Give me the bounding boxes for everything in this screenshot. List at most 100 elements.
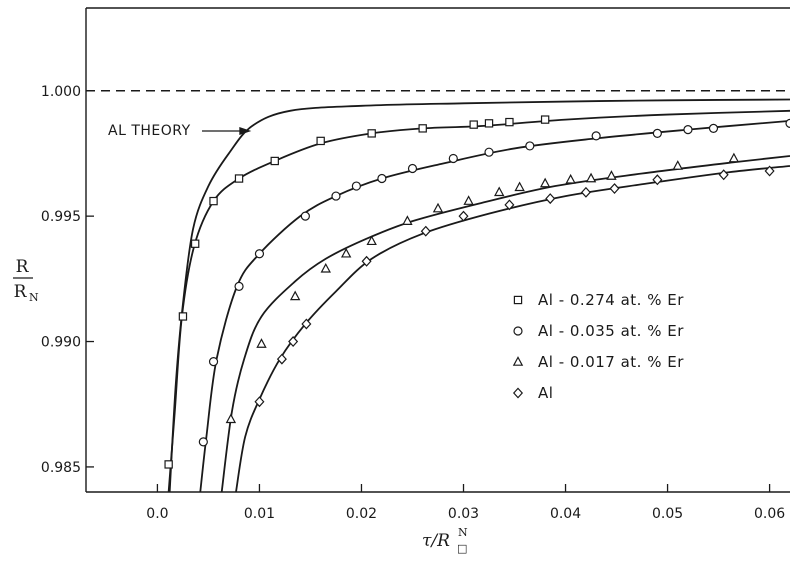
legend-entry-er035: Al - 0.035 at. % Er [513, 322, 684, 340]
marker-er017 [402, 215, 413, 225]
marker-er035 [785, 118, 790, 128]
marker-er017 [514, 181, 525, 192]
legend-marker-diamond [512, 387, 524, 399]
legend: Al - 0.274 at. % Er Al - 0.035 at. % Er … [512, 291, 684, 402]
marker-er274 [469, 120, 478, 129]
marker-al [580, 186, 591, 198]
legend-label-al: Al [538, 384, 553, 402]
y-axis-label-denominator-subscript: N [29, 291, 39, 304]
marker-al [545, 193, 556, 205]
marker-er035 [300, 211, 310, 221]
curve-er274 [167, 109, 790, 492]
legend-label-er017: Al - 0.017 at. % Er [538, 353, 684, 371]
marker-er035 [198, 437, 208, 447]
marker-er035 [377, 173, 387, 184]
marker-al [288, 336, 299, 348]
marker-al [718, 169, 729, 181]
x-tick-label: 0.06 [754, 506, 785, 522]
marker-er035 [351, 181, 361, 191]
annotation-al-theory: AL THEORY [108, 123, 252, 139]
marker-er035 [234, 281, 244, 291]
marker-al [458, 210, 469, 222]
marker-er274 [164, 460, 173, 469]
curve-theory [168, 98, 790, 492]
marker-er017 [289, 290, 301, 301]
x-tick-label: 0.01 [244, 506, 275, 522]
y-axis-label: R R N [13, 257, 39, 304]
marker-er035 [591, 131, 601, 141]
fit-curves [167, 98, 790, 492]
legend-entry-al: Al [512, 384, 553, 402]
legend-label-er274: Al - 0.274 at. % Er [538, 291, 684, 309]
marker-er274 [270, 156, 279, 166]
y-axis-label-numerator: R [16, 257, 30, 277]
marker-er035 [683, 125, 693, 135]
marker-er274 [190, 239, 200, 248]
marker-er017 [340, 247, 352, 258]
marker-al [361, 255, 372, 267]
marker-al [764, 165, 775, 177]
legend-label-er035: Al - 0.035 at. % Er [538, 322, 684, 340]
plot-frame [85, 7, 790, 493]
y-tick-label: 1.000 [41, 84, 81, 100]
marker-er274 [316, 136, 325, 146]
marker-al [301, 318, 312, 330]
legend-marker-circle [513, 326, 523, 336]
marker-er017 [256, 338, 267, 348]
marker-er274 [178, 312, 188, 321]
x-axis-label: τ/R □ N [422, 526, 468, 555]
marker-er035 [407, 163, 418, 174]
legend-marker-square [513, 295, 523, 305]
y-tick-label: 0.990 [41, 335, 81, 351]
marker-er035 [331, 191, 341, 201]
marker-er017 [225, 413, 237, 424]
marker-al [504, 199, 515, 211]
marker-er017 [728, 152, 740, 163]
marker-er017 [463, 195, 474, 205]
marker-er035 [448, 153, 458, 164]
x-axis-label-superscript: N [458, 526, 468, 539]
marker-al [254, 396, 265, 408]
marker-er274 [505, 117, 514, 127]
legend-marker-circle [513, 326, 523, 336]
marker-er035 [525, 141, 535, 151]
x-axis-label-subscript: □ [457, 542, 467, 555]
x-tick-label: 0.02 [346, 506, 377, 522]
y-axis-label-denominator: R [14, 282, 28, 302]
marker-er017 [320, 262, 331, 273]
y-tick-label: 0.995 [41, 209, 81, 225]
marker-er017 [565, 173, 576, 184]
marker-er017 [672, 160, 683, 170]
legend-marker-square [513, 295, 523, 305]
marker-er017 [432, 202, 444, 213]
x-axis-label-main: τ/R [422, 531, 450, 551]
annotation-al-theory-label: AL THEORY [108, 123, 191, 139]
marker-er035 [652, 128, 662, 138]
legend-entry-er274: Al - 0.274 at. % Er [513, 291, 684, 309]
legend-entry-er017: Al - 0.017 at. % Er [512, 353, 684, 371]
legend-marker-triangle [512, 356, 524, 366]
marker-er017 [606, 170, 617, 180]
curve-al [235, 165, 790, 492]
marker-er274 [418, 124, 427, 133]
legend-marker-triangle [512, 356, 524, 366]
marker-er035 [208, 356, 219, 367]
marker-er035 [708, 123, 719, 133]
marker-er274 [367, 129, 376, 138]
marker-er017 [585, 172, 597, 183]
marker-er274 [540, 115, 550, 124]
marker-er017 [494, 186, 505, 197]
curve-er017 [220, 155, 790, 492]
marker-er035 [484, 147, 494, 157]
marker-al [652, 174, 663, 186]
marker-er017 [539, 177, 551, 188]
data-markers [164, 115, 790, 469]
marker-er274 [234, 174, 244, 183]
x-tick-label: 0.04 [550, 506, 581, 522]
axis-ticks: 0.0 0.01 0.02 0.03 0.04 0.05 0.06 0.985 0.990 0.9… [41, 84, 785, 522]
x-tick-label: 0.0 [146, 506, 168, 522]
legend-marker-diamond [512, 387, 524, 399]
marker-er035 [254, 249, 265, 259]
marker-er274 [209, 196, 218, 206]
